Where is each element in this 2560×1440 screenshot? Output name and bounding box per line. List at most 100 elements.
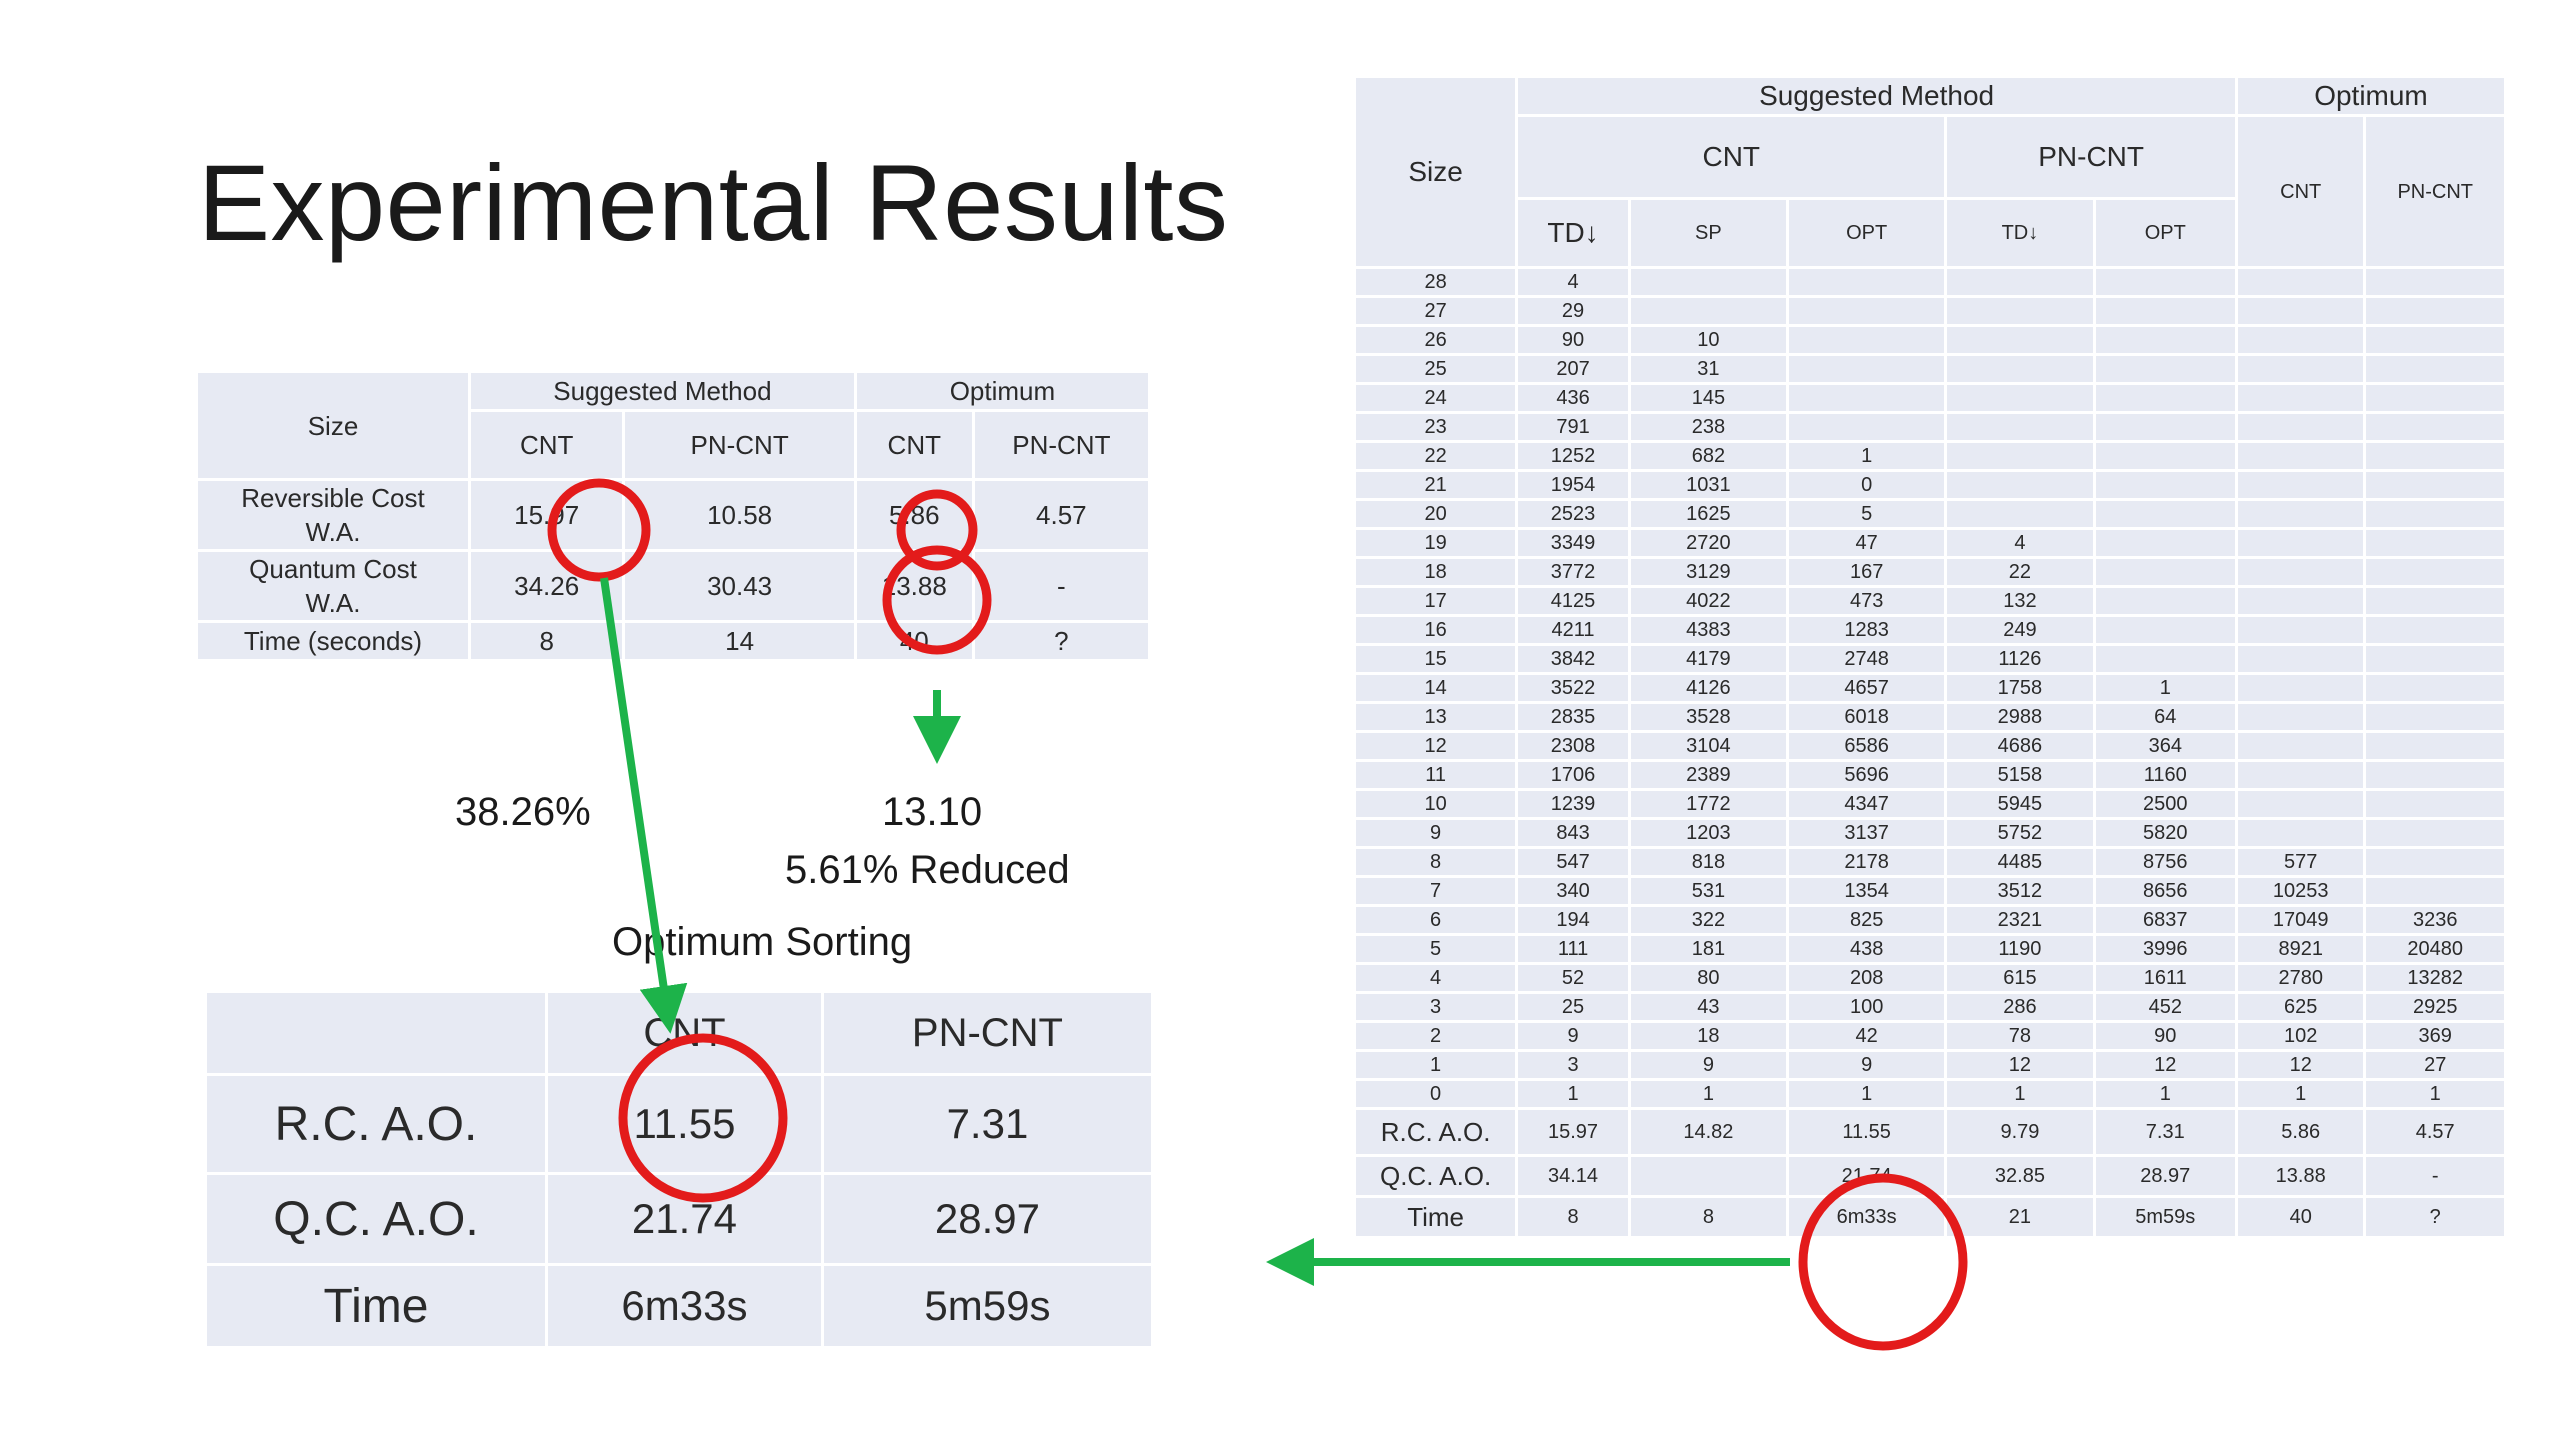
results-cell (2095, 501, 2235, 527)
results-cell: 473 (1789, 588, 1945, 614)
results-cell (1789, 414, 1945, 440)
results-cell (2237, 501, 2364, 527)
results-cell: 2720 (1630, 530, 1786, 556)
results-summary-cell: 7.31 (2095, 1110, 2235, 1154)
results-summary-cell: 15.97 (1518, 1110, 1628, 1154)
results-cell (2095, 414, 2235, 440)
results-cell (2237, 588, 2364, 614)
results-cell: 4383 (1630, 617, 1786, 643)
results-row: 16 4211 4383 1283 249 (1356, 617, 2504, 643)
results-cell (2095, 356, 2235, 382)
results-cell (2237, 327, 2364, 353)
results-summary-cell: 4.57 (2366, 1110, 2504, 1154)
results-cell: 4211 (1518, 617, 1628, 643)
results-cell: 340 (1518, 878, 1628, 904)
results-cell: 791 (1518, 414, 1628, 440)
results-cell: 12 (2237, 1052, 2364, 1078)
results-cell: 4485 (1947, 849, 2093, 875)
results-cell: 286 (1947, 994, 2093, 1020)
results-cell: 2523 (1518, 501, 1628, 527)
results-cell (2366, 646, 2504, 672)
results-cell (2237, 298, 2364, 324)
results-cell (2095, 472, 2235, 498)
reduced-note: 5.61% Reduced (785, 848, 1070, 892)
results-row: 14 3522 4126 4657 1758 1 (1356, 675, 2504, 701)
results-cell (2366, 501, 2504, 527)
results-cell (1947, 501, 2093, 527)
results-row: 1 3 9 9 12 12 12 27 (1356, 1052, 2504, 1078)
sorting-corner (207, 993, 545, 1073)
results-size-cell: 25 (1356, 356, 1516, 382)
results-cell: 3129 (1630, 559, 1786, 585)
results-summary-label: Q.C. A.O. (1356, 1157, 1516, 1195)
results-size-header: Size (1356, 78, 1516, 266)
results-cell: 4 (1518, 269, 1628, 295)
results-cell (2366, 704, 2504, 730)
results-cell: 1031 (1630, 472, 1786, 498)
results-cell: 80 (1630, 965, 1786, 991)
results-cell (2095, 298, 2235, 324)
results-cell: 1758 (1947, 675, 2093, 701)
results-cell (2095, 443, 2235, 469)
results-cell (1947, 269, 2093, 295)
results-cell: 100 (1789, 994, 1945, 1020)
results-size-cell: 21 (1356, 472, 1516, 498)
results-cell: 547 (1518, 849, 1628, 875)
results-cell: 2500 (2095, 791, 2235, 817)
results-cell: 20480 (2366, 936, 2504, 962)
results-cell (2237, 646, 2364, 672)
results-cell: 8756 (2095, 849, 2235, 875)
results-size-cell: 17 (1356, 588, 1516, 614)
results-row: 7 340 531 1354 3512 8656 10253 (1356, 878, 2504, 904)
summary-optimum-header: Optimum (856, 373, 1148, 409)
results-size-cell: 20 (1356, 501, 1516, 527)
results-cell: 364 (2095, 733, 2235, 759)
results-cell (2237, 820, 2364, 846)
results-cell (1789, 327, 1945, 353)
results-cell: 4657 (1789, 675, 1945, 701)
results-size-cell: 24 (1356, 385, 1516, 411)
results-cell: 78 (1947, 1023, 2093, 1049)
highlight-circle (1798, 1173, 1968, 1351)
results-cell: 17049 (2237, 907, 2364, 933)
results-cell (2095, 530, 2235, 556)
results-optimum-header: Optimum (2237, 78, 2504, 114)
results-cell (2095, 617, 2235, 643)
results-cell: 29 (1518, 298, 1628, 324)
results-size-cell: 5 (1356, 936, 1516, 962)
results-cell: 1252 (1518, 443, 1628, 469)
results-cell: 25 (1518, 994, 1628, 1020)
results-size-cell: 7 (1356, 878, 1516, 904)
results-cell: 1625 (1630, 501, 1786, 527)
results-row: 28 4 (1356, 269, 2504, 295)
results-cell: 1160 (2095, 762, 2235, 788)
results-cell (2237, 356, 2364, 382)
summary-cell: 14 (625, 623, 854, 659)
results-cell: 3772 (1518, 559, 1628, 585)
sorting-row-label: Q.C. A.O. (207, 1175, 545, 1263)
sorting-cell: 6m33s (548, 1266, 821, 1346)
results-cell: 4125 (1518, 588, 1628, 614)
results-cell (1947, 414, 2093, 440)
results-cell: 9 (1789, 1052, 1945, 1078)
results-cell (2366, 733, 2504, 759)
results-size-cell: 27 (1356, 298, 1516, 324)
summary-cell: 8 (471, 623, 623, 659)
results-cell: 322 (1630, 907, 1786, 933)
results-summary-cell: 9.79 (1947, 1110, 2093, 1154)
summary-cell: ? (974, 623, 1148, 659)
results-cell (2237, 472, 2364, 498)
results-summary-cell: ? (2366, 1198, 2504, 1236)
results-cell: 52 (1518, 965, 1628, 991)
results-size-cell: 2 (1356, 1023, 1516, 1049)
results-cell: 43 (1630, 994, 1786, 1020)
results-cell: 2178 (1789, 849, 1945, 875)
results-optimum-cnt-header: CNT (2237, 117, 2364, 266)
results-cell: 4022 (1630, 588, 1786, 614)
results-cell (2237, 704, 2364, 730)
results-summary-cell (1630, 1157, 1786, 1195)
results-cell: 12 (2095, 1052, 2235, 1078)
results-cell: 1 (1518, 1081, 1628, 1107)
results-optimum-pncnt-header: PN-CNT (2366, 117, 2504, 266)
